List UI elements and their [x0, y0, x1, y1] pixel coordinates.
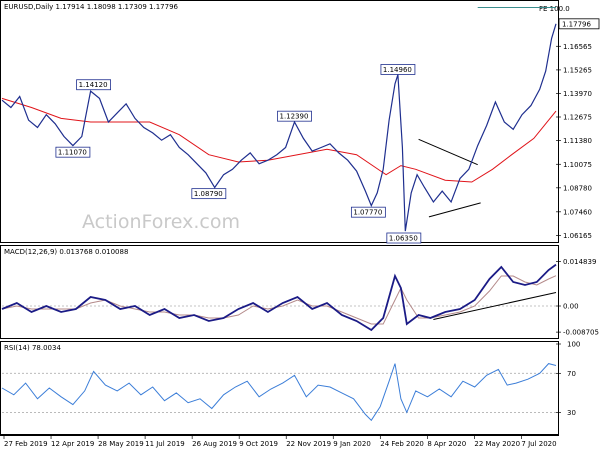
price-level-box	[55, 146, 91, 158]
price-ytick-label: 1.13970	[563, 90, 592, 98]
macd-trendline	[433, 292, 557, 320]
rsi-panel-header: RSI(14) 78.0034	[4, 344, 61, 352]
x-tick-label: 11 Jul 2019	[145, 440, 185, 448]
rsi-level-lines	[2, 372, 556, 413]
rsi-ytick-label: 70	[567, 370, 576, 378]
last-price-marker: 1.17796	[558, 18, 600, 30]
macd-panel-frame	[0, 245, 559, 339]
macd-ytick-label: -0.008705	[563, 329, 599, 337]
rsi-series-group	[1, 363, 557, 422]
last-price-box	[558, 18, 600, 30]
rsi-panel-frame	[0, 341, 559, 435]
price-ytick-label: 1.06165	[563, 232, 592, 240]
price-level-box	[380, 64, 416, 75]
x-tick-label: 26 Aug 2019	[192, 440, 237, 448]
price-annotations: 1.14120 1.11070 1.08790 1.12390 1.14960 1.077…	[55, 64, 422, 244]
x-tick-label: 8 Apr 2020	[427, 440, 466, 448]
macd-main-line	[1, 263, 557, 332]
macd-panel-header: MACD(12,26,9) 0.013768 0.010088	[4, 248, 128, 256]
macd-ytick-label: 0.00	[563, 303, 579, 311]
price-line	[1, 23, 557, 232]
price-trendlines	[418, 6, 556, 218]
price-ytick-label: 1.12675	[563, 114, 592, 122]
price-ytick-label: 1.07460	[563, 208, 592, 216]
moving-average-line	[1, 97, 557, 183]
price-y-axis: 1.16565 1.15265 1.13970 1.12675 1.11380 1.100…	[556, 43, 592, 240]
price-level-label: 1.08790	[194, 190, 223, 198]
fe-label: FE 100.0	[539, 5, 570, 13]
x-tick-label: 24 Feb 2020	[380, 440, 424, 448]
price-level-label: 1.14120	[79, 81, 108, 89]
price-ytick-label: 1.08780	[563, 184, 592, 192]
x-tick-label: 12 Apr 2019	[51, 440, 94, 448]
price-level-label: 1.14960	[383, 66, 412, 74]
rsi-y-axis: 100 70 30	[556, 341, 580, 417]
price-ytick-label: 1.11380	[563, 137, 592, 145]
x-tick-label: 22 May 2020	[474, 440, 520, 448]
price-ytick-label: 1.10075	[563, 161, 592, 169]
price-level-label: 1.06350	[389, 235, 418, 243]
macd-y-axis: 0.014839 0.00 -0.008705	[556, 258, 599, 337]
last-price-label: 1.17796	[562, 20, 591, 28]
rsi-ytick-label: 100	[567, 341, 580, 349]
x-tick-label: 27 Feb 2019	[4, 440, 48, 448]
macd-ytick-label: 0.014839	[563, 258, 596, 266]
price-ytick-label: 1.16565	[563, 43, 592, 51]
price-panel-header: EURUSD,Daily 1.17914 1.18098 1.17309 1.1…	[4, 3, 179, 11]
price-series-group	[1, 23, 557, 232]
x-tick-label: 22 Nov 2019	[286, 440, 331, 448]
x-tick-label: 28 May 2019	[98, 440, 144, 448]
price-level-label: 1.07770	[353, 209, 382, 217]
x-axis: 27 Feb 2019 12 Apr 2019 28 May 2019 11 Jul …	[3, 435, 557, 448]
triangle-trendline	[428, 202, 481, 218]
x-tick-label: 7 Jul 2020	[521, 440, 556, 448]
rsi-line	[1, 363, 557, 422]
price-level-label: 1.11070	[58, 149, 87, 157]
price-level-box	[277, 110, 312, 122]
macd-series-group	[1, 263, 557, 332]
x-tick-label: 9 Oct 2019	[239, 440, 278, 448]
price-level-box	[191, 188, 227, 200]
rsi-ytick-label: 30	[567, 409, 576, 417]
price-level-box	[76, 79, 111, 91]
price-ytick-label: 1.15265	[563, 66, 592, 74]
price-level-label: 1.12390	[280, 113, 309, 121]
x-tick-label: 9 Jan 2020	[333, 440, 371, 448]
price-panel-frame	[0, 0, 559, 243]
watermark-text: ActionForex.com	[82, 211, 240, 233]
triangle-trendline	[418, 138, 478, 166]
macd-trendlines	[433, 292, 557, 320]
macd-signal-line	[1, 275, 557, 325]
price-level-box	[386, 232, 422, 244]
price-level-box	[350, 206, 386, 218]
